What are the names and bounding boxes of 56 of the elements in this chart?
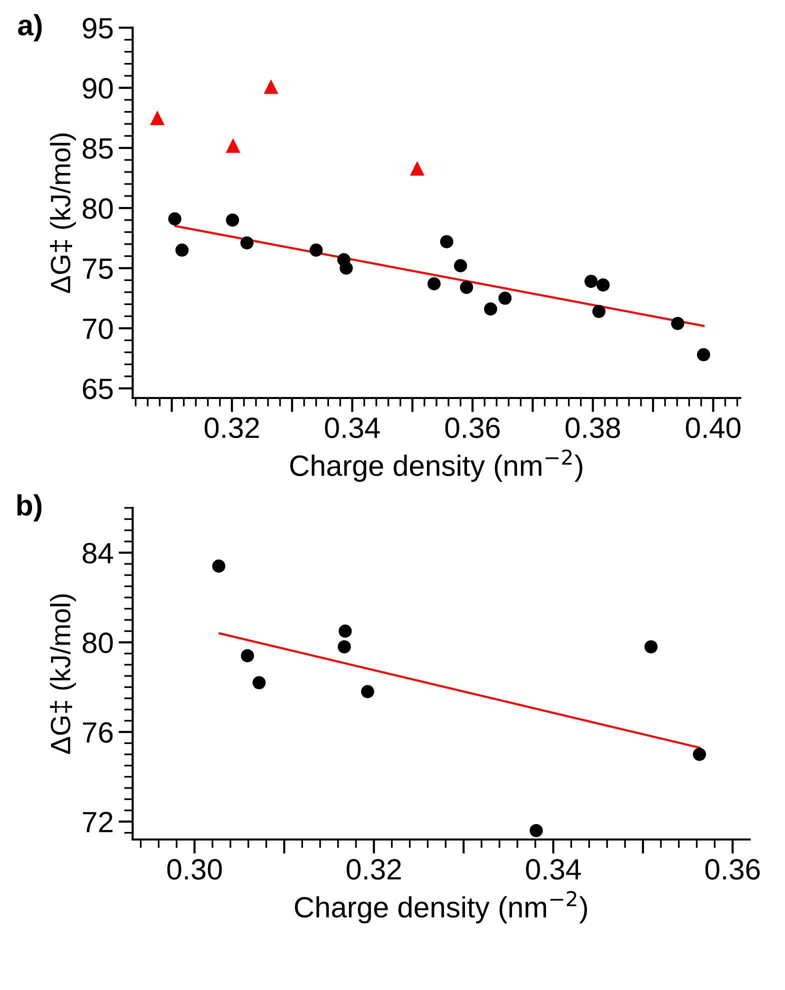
- point: [264, 79, 278, 94]
- point: [340, 262, 353, 275]
- y-tick-label: 95: [82, 18, 113, 39]
- x-axis-title: Charge density (nm$^{−2}$): [294, 891, 588, 924]
- y-tick-label: 80: [82, 198, 113, 219]
- point: [460, 280, 474, 294]
- point: [644, 640, 658, 654]
- point: [252, 676, 266, 690]
- chart-title: a): [18, 14, 42, 42]
- x-tick-label: 0.34: [325, 418, 380, 438]
- point: [168, 212, 182, 226]
- point: [584, 274, 598, 288]
- point: [410, 161, 424, 176]
- point: [692, 748, 706, 761]
- point: [440, 235, 454, 248]
- x-tick-label: 0.30: [167, 859, 222, 880]
- x-tick-label: 0.32: [346, 859, 401, 880]
- y-axis-title: ΔG‡ (kJ/mol): [50, 594, 76, 754]
- point: [240, 236, 254, 250]
- point: [175, 244, 189, 257]
- x-tick-label: 0.36: [705, 859, 760, 880]
- y-tick-label: 90: [82, 78, 113, 99]
- point: [338, 640, 351, 654]
- point: [338, 624, 352, 638]
- y-tick-label: 84: [82, 542, 114, 564]
- point: [696, 348, 710, 362]
- point: [150, 110, 165, 126]
- point: [454, 259, 468, 272]
- y-tick-label: 70: [82, 318, 113, 340]
- chart-title: b): [17, 494, 42, 522]
- point: [596, 278, 610, 292]
- point: [498, 292, 512, 305]
- y-tick-label: 76: [82, 722, 113, 743]
- point: [240, 649, 254, 662]
- y-tick-label: 85: [82, 138, 113, 159]
- point: [361, 685, 374, 698]
- point: [592, 304, 606, 318]
- point: [530, 824, 543, 838]
- y-tick-label: 80: [82, 632, 113, 654]
- point: [226, 213, 240, 227]
- x-tick-label: 0.36: [445, 418, 500, 438]
- point: [212, 560, 226, 573]
- x-tick-label: 0.40: [686, 418, 740, 438]
- y-tick-label: 75: [82, 258, 113, 280]
- point: [310, 244, 323, 257]
- point: [671, 316, 684, 330]
- x-tick-label: 0.32: [204, 418, 259, 438]
- point: [427, 277, 441, 290]
- point: [226, 138, 240, 153]
- point: [484, 302, 498, 316]
- x-axis-title: Charge density (nm$^{−2}$): [290, 449, 582, 482]
- y-axis-title: ΔG‡ (kJ/mol): [50, 134, 76, 294]
- y-tick-label: 72: [82, 812, 112, 832]
- x-tick-label: 0.38: [566, 418, 620, 438]
- y-tick-label: 65: [82, 378, 113, 400]
- x-tick-label: 0.34: [526, 859, 581, 880]
